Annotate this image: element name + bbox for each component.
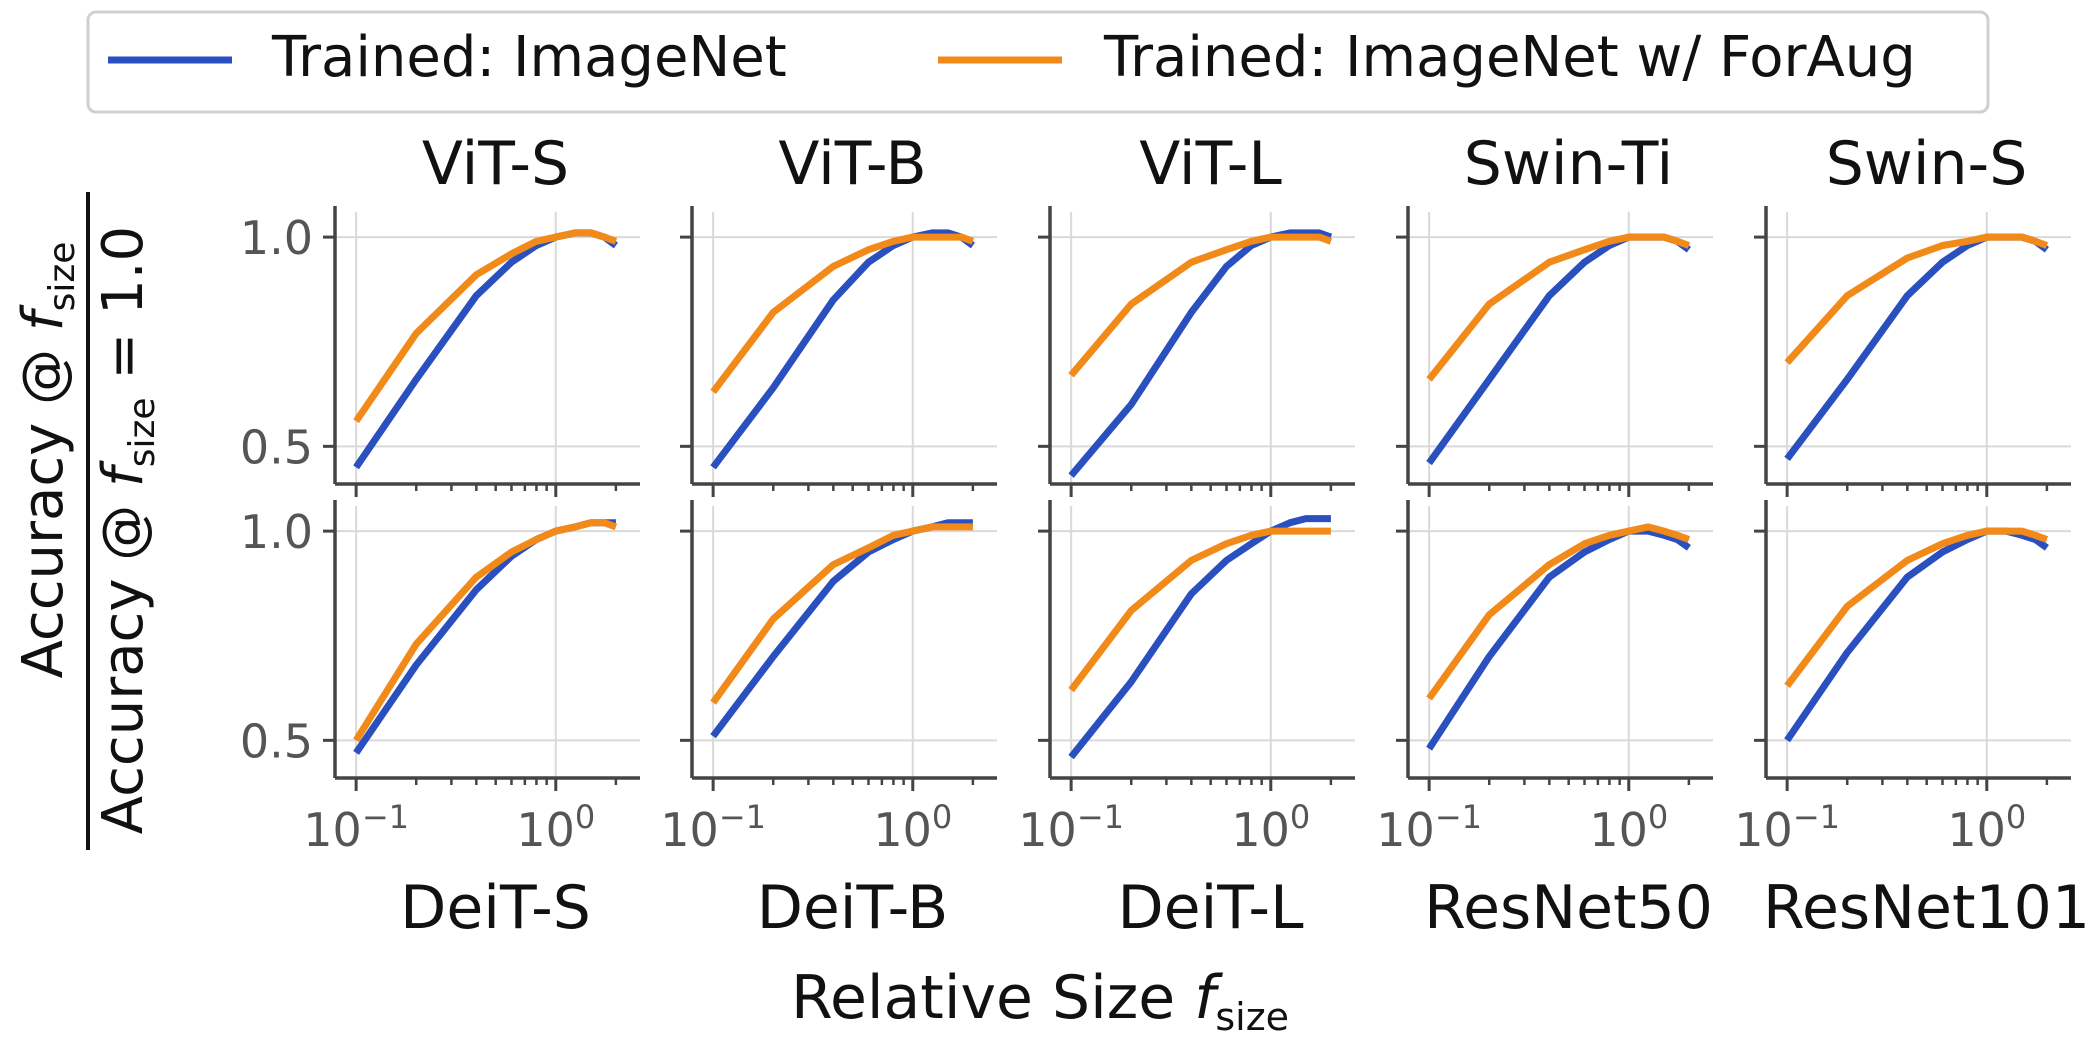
panel-deit-l: 10−1 100 DeiT-L — [1018, 500, 1355, 943]
x-label-text: Relative Size — [791, 963, 1175, 1033]
y-tick-label: 1.0 — [240, 505, 313, 559]
y-label-numerator: Accuracy @ fsize — [11, 242, 83, 679]
panel-swin-s: Swin-S — [1754, 129, 2071, 497]
panel-vit-b: ViT-B — [680, 129, 997, 497]
series-line-imagenet — [1068, 229, 1333, 478]
panel-title: ResNet50 — [1424, 873, 1713, 943]
series-line-foraug — [1068, 527, 1331, 693]
y-axis-label: Accuracy @ fsize Accuracy @ fsize = 1.0 — [11, 192, 163, 850]
series-line-imagenet — [710, 229, 975, 470]
panel-vit-s: 0.5 1.0 ViT-S — [240, 129, 640, 497]
panels: 0.5 1.0 ViT-S ViT-B ViT-L Swin-Ti Swin-S 0.5 1.0… — [240, 129, 2090, 943]
y-label-denominator-text: Accuracy @ — [91, 487, 156, 834]
panel-title: ViT-B — [778, 129, 926, 199]
series-line-imagenet — [710, 519, 973, 739]
series-line-imagenet — [1426, 233, 1691, 466]
x-tick-label: 10−1 — [303, 798, 409, 857]
y-tick-label: 0.5 — [240, 714, 313, 768]
panel-vit-l: ViT-L — [1038, 129, 1355, 497]
panel-swin-ti: Swin-Ti — [1396, 129, 1713, 497]
panel-resnet101: 10−1 100 ResNet101 — [1734, 500, 2090, 943]
x-tick-label: 100 — [1589, 798, 1668, 857]
panel-title: DeiT-B — [757, 873, 949, 943]
series-line-imagenet — [353, 519, 616, 755]
legend-label-foraug: Trained: ImageNet w/ ForAug — [1103, 25, 1916, 90]
y-label-numerator-text: Accuracy @ — [11, 331, 76, 678]
y-tick-label: 0.5 — [240, 420, 313, 474]
y-label-denominator-sub: size — [122, 397, 163, 467]
panel-title: Swin-S — [1826, 129, 2028, 199]
series-line-foraug — [1784, 527, 2049, 689]
x-axis-label: Relative Size fsize — [791, 963, 1289, 1039]
panel-title: DeiT-L — [1117, 873, 1304, 943]
series-line-foraug — [1426, 523, 1691, 701]
series-line-foraug — [1784, 233, 2049, 365]
x-tick-label: 100 — [516, 798, 595, 857]
x-tick-label: 100 — [873, 798, 952, 857]
legend: Trained: ImageNet Trained: ImageNet w/ F… — [86, 10, 1990, 114]
series-line-imagenet — [1784, 233, 2049, 462]
x-label-sub: size — [1215, 995, 1289, 1039]
panel-title: Swin-Ti — [1464, 129, 1673, 199]
x-tick-label: 100 — [1231, 798, 1310, 857]
panel-title: ViT-S — [422, 129, 569, 199]
x-tick-label: 10−1 — [1376, 798, 1482, 857]
panel-deit-s: 0.5 1.0 10−1 100 DeiT-S — [240, 500, 640, 943]
series-line-imagenet — [1068, 515, 1331, 760]
panel-title: DeiT-S — [400, 873, 591, 943]
x-tick-label: 10−1 — [1018, 798, 1124, 857]
y-label-denominator-suffix: = 1.0 — [91, 226, 156, 398]
x-tick-label: 100 — [1947, 798, 2026, 857]
panel-title: ViT-L — [1139, 129, 1282, 199]
panel-title: ResNet101 — [1763, 873, 2090, 943]
series-line-foraug — [710, 523, 973, 705]
y-tick-label: 1.0 — [240, 211, 313, 265]
panel-deit-b: 10−1 100 DeiT-B — [660, 500, 997, 943]
series-line-foraug — [353, 519, 618, 743]
series-line-foraug — [1426, 233, 1691, 382]
series-line-foraug — [1068, 233, 1333, 378]
legend-label-imagenet: Trained: ImageNet — [271, 25, 787, 90]
series-line-foraug — [710, 233, 975, 395]
y-label-denominator: Accuracy @ fsize = 1.0 — [91, 226, 163, 834]
series-line-foraug — [353, 229, 618, 424]
x-tick-label: 10−1 — [660, 798, 766, 857]
panel-resnet50: 10−1 100 ResNet50 — [1376, 500, 1713, 943]
y-label-numerator-sub: size — [42, 242, 83, 312]
x-tick-label: 10−1 — [1734, 798, 1840, 857]
